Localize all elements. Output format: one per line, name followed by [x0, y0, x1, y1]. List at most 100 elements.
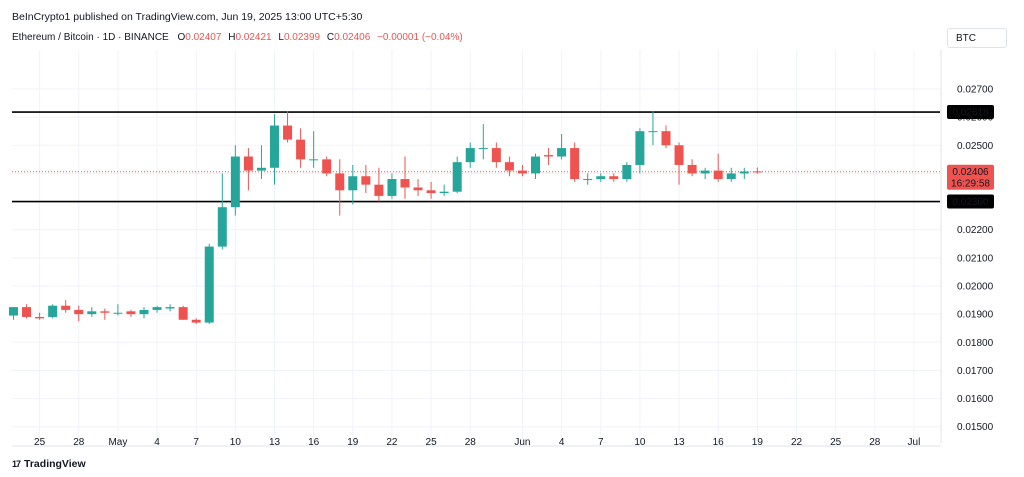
tradingview-logo-icon: 17 [12, 459, 20, 469]
candle-body [401, 179, 410, 187]
candle-body [126, 311, 135, 314]
candle-body [622, 165, 631, 179]
candle-body [348, 176, 357, 190]
candle-body [244, 157, 253, 171]
candle-body [153, 307, 162, 310]
x-tick-label: 25 [426, 437, 438, 448]
candle-body [205, 247, 214, 323]
candle-body [675, 145, 684, 165]
x-tick-label: 13 [673, 437, 685, 448]
x-tick-label: 10 [230, 437, 242, 448]
y-axis: 0.027000.026000.025000.024000.023000.022… [957, 84, 994, 433]
x-tick-label: 28 [465, 437, 477, 448]
y-tick-label: 0.01500 [957, 422, 994, 433]
y-tick-label: 0.02000 [957, 282, 994, 293]
candle-body [140, 310, 149, 314]
candle-body [492, 148, 501, 162]
candle-body [453, 162, 462, 192]
candle-body [635, 131, 644, 165]
x-tick-label: 25 [34, 437, 46, 448]
y-tick-label: 0.01900 [957, 310, 994, 321]
candle-body [387, 179, 396, 196]
gridlines [12, 50, 941, 446]
y-tick-label: 0.02500 [957, 141, 994, 152]
x-tick-label: Jul [908, 437, 921, 448]
candle-body [414, 187, 423, 190]
candle-body [427, 190, 436, 193]
candle-body [283, 126, 292, 140]
x-tick-label: 16 [308, 437, 320, 448]
candle-body [583, 179, 592, 180]
candle-body [505, 162, 514, 170]
candle-body [544, 155, 553, 156]
y-tick-label: 0.02700 [957, 84, 994, 95]
candle-body [466, 148, 475, 162]
x-tick-label: 10 [634, 437, 646, 448]
candle-body [113, 313, 122, 314]
candle-body [727, 173, 736, 179]
candle-body [570, 148, 579, 179]
candle-body [192, 320, 201, 323]
horizontal-levels [12, 112, 940, 202]
candle-body [218, 207, 227, 246]
y-tick-label: 0.01600 [957, 394, 994, 405]
x-tick-label: 4 [154, 437, 160, 448]
candle-body [48, 306, 57, 317]
candle-body [257, 168, 266, 171]
candle-body [231, 157, 240, 208]
candle-body [531, 157, 540, 174]
candle-body [714, 171, 723, 179]
candle-body [309, 159, 318, 160]
x-tick-label: 28 [869, 437, 881, 448]
level-label: 0.02300 [952, 197, 989, 208]
x-tick-label: 25 [830, 437, 842, 448]
candle-body [740, 171, 749, 173]
x-tick-label: 28 [73, 437, 85, 448]
candle-body [100, 311, 109, 312]
y-tick-label: 0.02100 [957, 253, 994, 264]
candle-body [35, 317, 44, 318]
y-tick-label: 0.02200 [957, 225, 994, 236]
candle-body [296, 140, 305, 160]
x-tick-label: 22 [386, 437, 398, 448]
candle-body [688, 165, 697, 173]
x-tick-label: 19 [347, 437, 359, 448]
x-tick-label: 22 [791, 437, 803, 448]
candles [9, 111, 762, 324]
y-tick-label: 0.01700 [957, 366, 994, 377]
x-tick-label: 7 [598, 437, 604, 448]
candle-body [74, 310, 83, 314]
countdown-label: 16:29:58 [951, 179, 990, 190]
candle-body [179, 307, 188, 320]
candle-body [662, 131, 671, 145]
x-tick-label: Jun [514, 437, 530, 448]
candle-body [701, 171, 710, 174]
last-price-label: 0.02406 [952, 167, 989, 178]
candle-body [557, 148, 566, 156]
candle-body [61, 306, 70, 310]
brand-name: TradingView [24, 458, 86, 470]
candle-body [753, 171, 762, 172]
candle-body [335, 173, 344, 190]
tradingview-brand[interactable]: 17 TradingView [12, 458, 86, 470]
level-label: 0.02618 [952, 108, 989, 119]
x-tick-label: 19 [752, 437, 764, 448]
candle-body [648, 131, 657, 132]
x-tick-label: 4 [559, 437, 565, 448]
candle-body [440, 192, 449, 193]
candle-body [9, 307, 18, 315]
x-tick-label: 16 [713, 437, 725, 448]
x-tick-label: 7 [193, 437, 199, 448]
candle-body [596, 176, 605, 179]
x-tick-label: 13 [269, 437, 281, 448]
x-tick-label: May [108, 437, 127, 448]
y-tick-label: 0.01800 [957, 338, 994, 349]
candle-body [374, 185, 383, 196]
candle-body [322, 159, 331, 173]
candle-body [479, 148, 488, 149]
candle-body [166, 307, 175, 308]
candle-body [518, 171, 527, 174]
candle-body [270, 126, 279, 168]
candle-body [609, 176, 618, 179]
